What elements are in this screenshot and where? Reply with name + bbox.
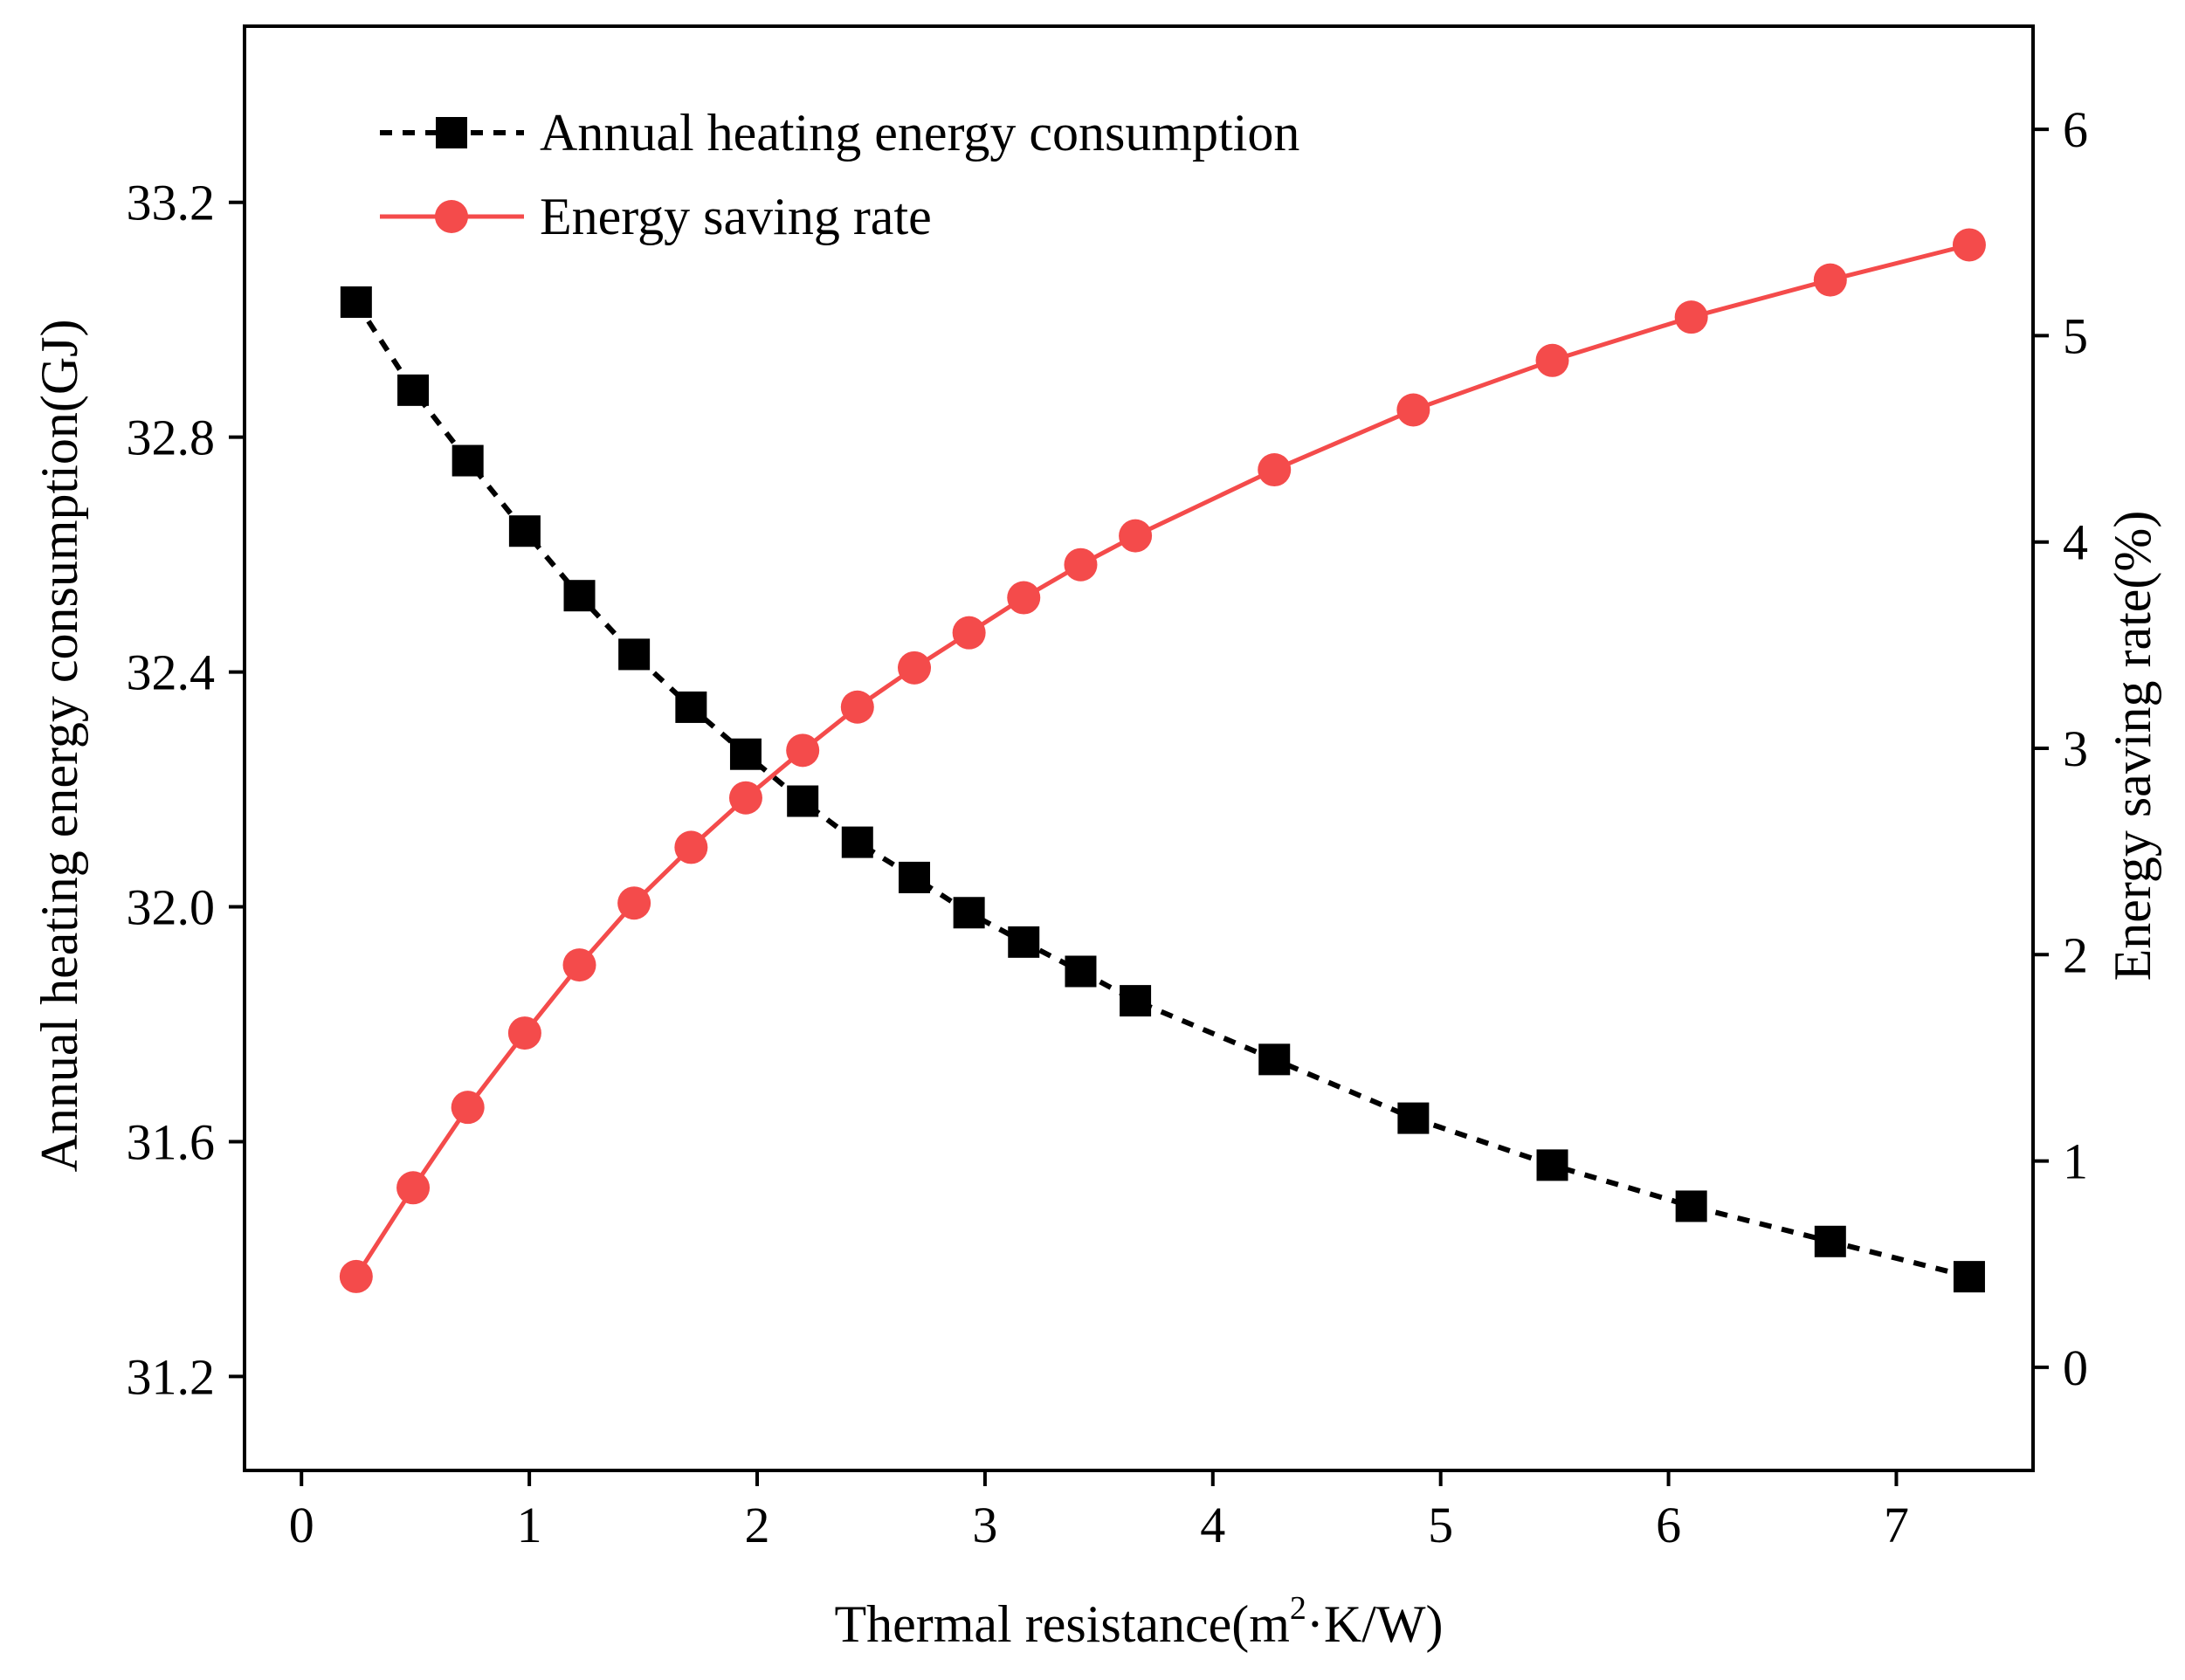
y-right-tick-label: 1	[2063, 1133, 2088, 1190]
legend-label-saving-rate: Energy saving rate	[540, 188, 932, 245]
consumption-point	[618, 638, 651, 671]
y-left-tick-label: 31.2	[127, 1348, 216, 1405]
x-axis-title: Thermal resistance(m2·K/W)	[834, 1590, 1443, 1653]
x-tick-label: 4	[1200, 1497, 1225, 1553]
saving-rate-point	[1952, 228, 1986, 262]
y-left-tick-label: 31.6	[127, 1113, 216, 1170]
legend-entry-consumption: Annual heating energy consumption	[380, 104, 1299, 162]
saving-rate-point	[674, 830, 708, 864]
x-tick-label: 0	[289, 1497, 314, 1553]
x-axis-ticks: 0 1 2 3 4 5 6 7	[289, 1470, 1909, 1553]
saving-rate-point	[339, 1259, 373, 1293]
y-right-tick-label: 0	[2063, 1339, 2088, 1396]
series-line-1	[354, 243, 1970, 1278]
consumption-point	[729, 738, 762, 770]
x-tick-label: 5	[1428, 1497, 1453, 1553]
saving-rate-point	[898, 651, 932, 685]
y-left-tick-label: 33.2	[127, 175, 216, 231]
y-right-tick-label: 5	[2063, 307, 2088, 364]
saving-rate-point	[507, 1016, 541, 1050]
saving-rate-point	[617, 886, 651, 920]
legend-circle-marker	[435, 200, 468, 233]
y-right-axis-title: Energy saving rate(%)	[2104, 511, 2161, 981]
saving-rate-point	[952, 616, 986, 650]
x-tick-label: 6	[1656, 1497, 1681, 1553]
consumption-point	[1814, 1225, 1846, 1257]
consumption-point	[451, 444, 484, 477]
y-left-axis-title: Annual heating energy consumption(GJ)	[31, 319, 88, 1172]
consumption-point	[1953, 1261, 1985, 1293]
legend: Annual heating energy consumption Energy…	[380, 104, 1299, 245]
saving-rate-point	[786, 733, 820, 768]
saving-rate-point	[1674, 300, 1708, 334]
consumption-point	[1120, 985, 1152, 1017]
legend-entry-saving-rate: Energy saving rate	[380, 188, 932, 245]
saving-rate-point	[396, 1171, 431, 1205]
consumption-point	[1065, 955, 1097, 988]
y-right-tick-label: 3	[2063, 720, 2088, 777]
x-tick-label: 1	[517, 1497, 542, 1553]
saving-rate-point	[451, 1091, 485, 1125]
y-right-axis-ticks: 0 1 2 3 4 5 6	[2033, 101, 2088, 1396]
y-right-tick-label: 2	[2063, 926, 2088, 983]
consumption-point	[1397, 1102, 1430, 1134]
consumption-point	[1675, 1190, 1707, 1222]
consumption-point	[340, 286, 372, 319]
consumption-point	[841, 826, 873, 858]
y-left-tick-label: 32.0	[127, 879, 216, 936]
consumption-point	[899, 861, 931, 893]
x-tick-label: 2	[745, 1497, 770, 1553]
consumption-point	[787, 785, 819, 817]
y-left-axis-ticks: 31.2 31.6 32.0 32.4 32.8 33.2	[127, 175, 245, 1405]
y-left-tick-label: 32.4	[127, 644, 216, 701]
y-right-tick-label: 4	[2063, 514, 2088, 571]
saving-rate-point	[1396, 393, 1430, 427]
saving-rate-point	[1535, 343, 1569, 377]
legend-label-consumption: Annual heating energy consumption	[540, 104, 1299, 162]
plot-frame	[243, 24, 2035, 1472]
series-line-0	[354, 300, 1970, 1280]
saving-rate-point	[1007, 581, 1041, 615]
legend-square-marker	[436, 117, 467, 148]
saving-rate-point	[1064, 547, 1098, 582]
consumption-point	[1008, 926, 1040, 958]
consumption-point	[675, 691, 707, 723]
consumption-point	[397, 374, 430, 406]
x-tick-label: 7	[1884, 1497, 1909, 1553]
saving-rate-point	[1813, 263, 1847, 297]
saving-rate-point	[728, 781, 762, 815]
y-left-tick-label: 32.8	[127, 410, 216, 466]
consumption-point	[508, 515, 541, 547]
series-lines	[354, 243, 1970, 1280]
series-markers	[339, 228, 1986, 1293]
saving-rate-point	[840, 690, 874, 724]
consumption-point	[563, 580, 596, 612]
consumption-point	[1258, 1043, 1291, 1076]
x-tick-label: 3	[972, 1497, 997, 1553]
saving-rate-point	[1119, 519, 1153, 553]
consumption-point	[1536, 1149, 1568, 1181]
y-right-tick-label: 6	[2063, 101, 2088, 158]
saving-rate-point	[562, 948, 596, 982]
consumption-point	[953, 897, 985, 929]
saving-rate-point	[1258, 453, 1292, 487]
